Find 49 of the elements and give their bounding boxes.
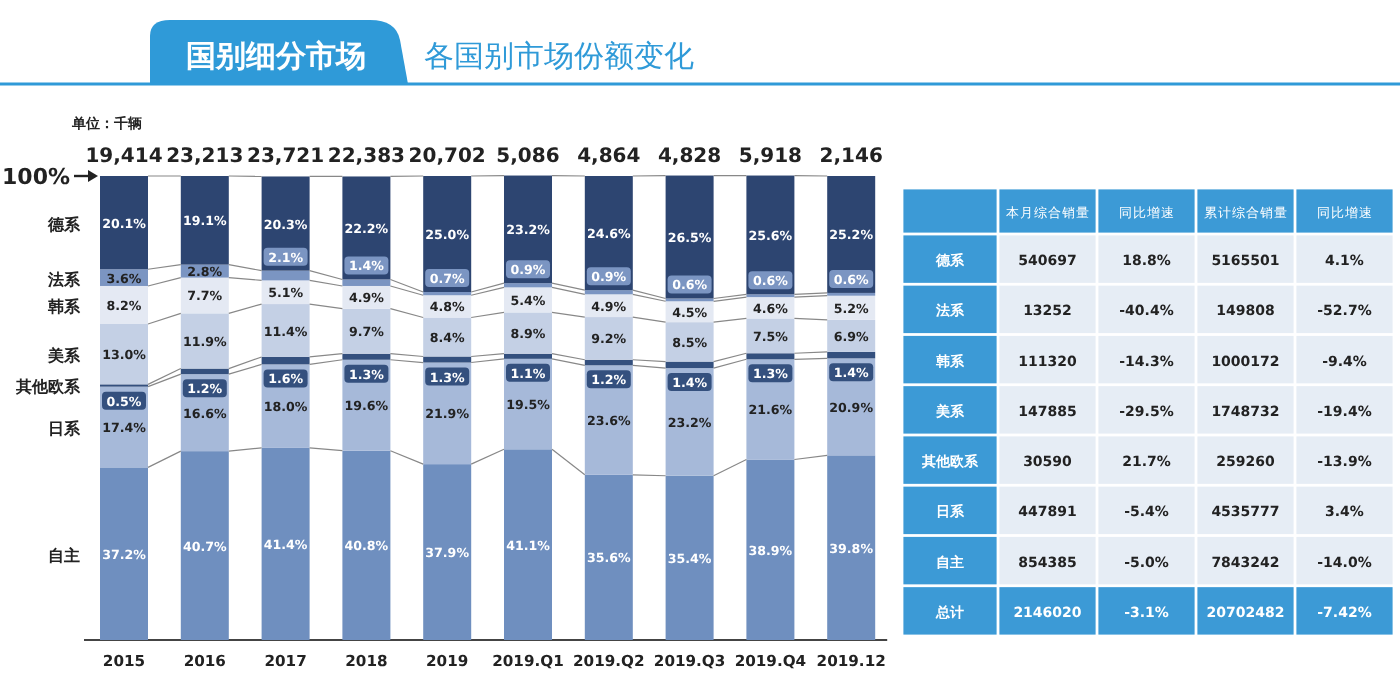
text: 5,086 <box>496 146 560 168</box>
text: 23,213 <box>166 146 244 168</box>
bar <box>746 459 795 640</box>
series-label: 日系 <box>48 420 82 439</box>
text: 4,864 <box>577 146 641 168</box>
bar <box>342 450 391 640</box>
bar <box>180 368 229 375</box>
bar <box>504 449 552 640</box>
text: 23,721 <box>247 146 325 168</box>
series-label: 其他欧系 <box>14 378 82 397</box>
bar <box>584 317 633 360</box>
bar <box>504 312 552 354</box>
series-label: 自主 <box>48 544 80 565</box>
bar <box>827 455 876 640</box>
bar <box>180 313 229 369</box>
text: 4,828 <box>657 146 722 168</box>
bar <box>342 308 391 354</box>
bar <box>261 356 310 365</box>
bar <box>584 359 633 366</box>
chart-subtitle: 各国别市场份额变化 <box>424 38 694 74</box>
series-label: 韩系 <box>46 297 82 316</box>
series-label: 美系 <box>46 345 82 366</box>
bar <box>423 464 472 640</box>
bar <box>423 356 472 363</box>
bar <box>342 279 391 286</box>
text: 5,918 <box>738 146 803 168</box>
bar <box>100 324 148 385</box>
bar <box>180 451 229 640</box>
y-tick-label: 100% <box>2 164 70 190</box>
bar <box>261 270 310 281</box>
bar <box>100 176 148 270</box>
text: 2,146 <box>819 146 883 168</box>
bar <box>342 353 391 360</box>
bar <box>261 447 310 640</box>
bar <box>584 474 633 640</box>
bar <box>746 353 795 360</box>
bar <box>827 351 876 359</box>
series-label: 法系 <box>46 270 82 289</box>
bar <box>665 475 714 640</box>
series-label: 德系 <box>46 215 82 234</box>
bar <box>261 304 310 357</box>
text: 22,383 <box>327 146 406 168</box>
bar <box>180 176 229 265</box>
bar <box>100 467 148 640</box>
bar <box>504 353 552 359</box>
text: 19,414 <box>85 146 163 168</box>
chart-title: 国别细分市场 <box>186 38 366 74</box>
bar <box>665 361 714 369</box>
text: 20,702 <box>408 146 486 168</box>
